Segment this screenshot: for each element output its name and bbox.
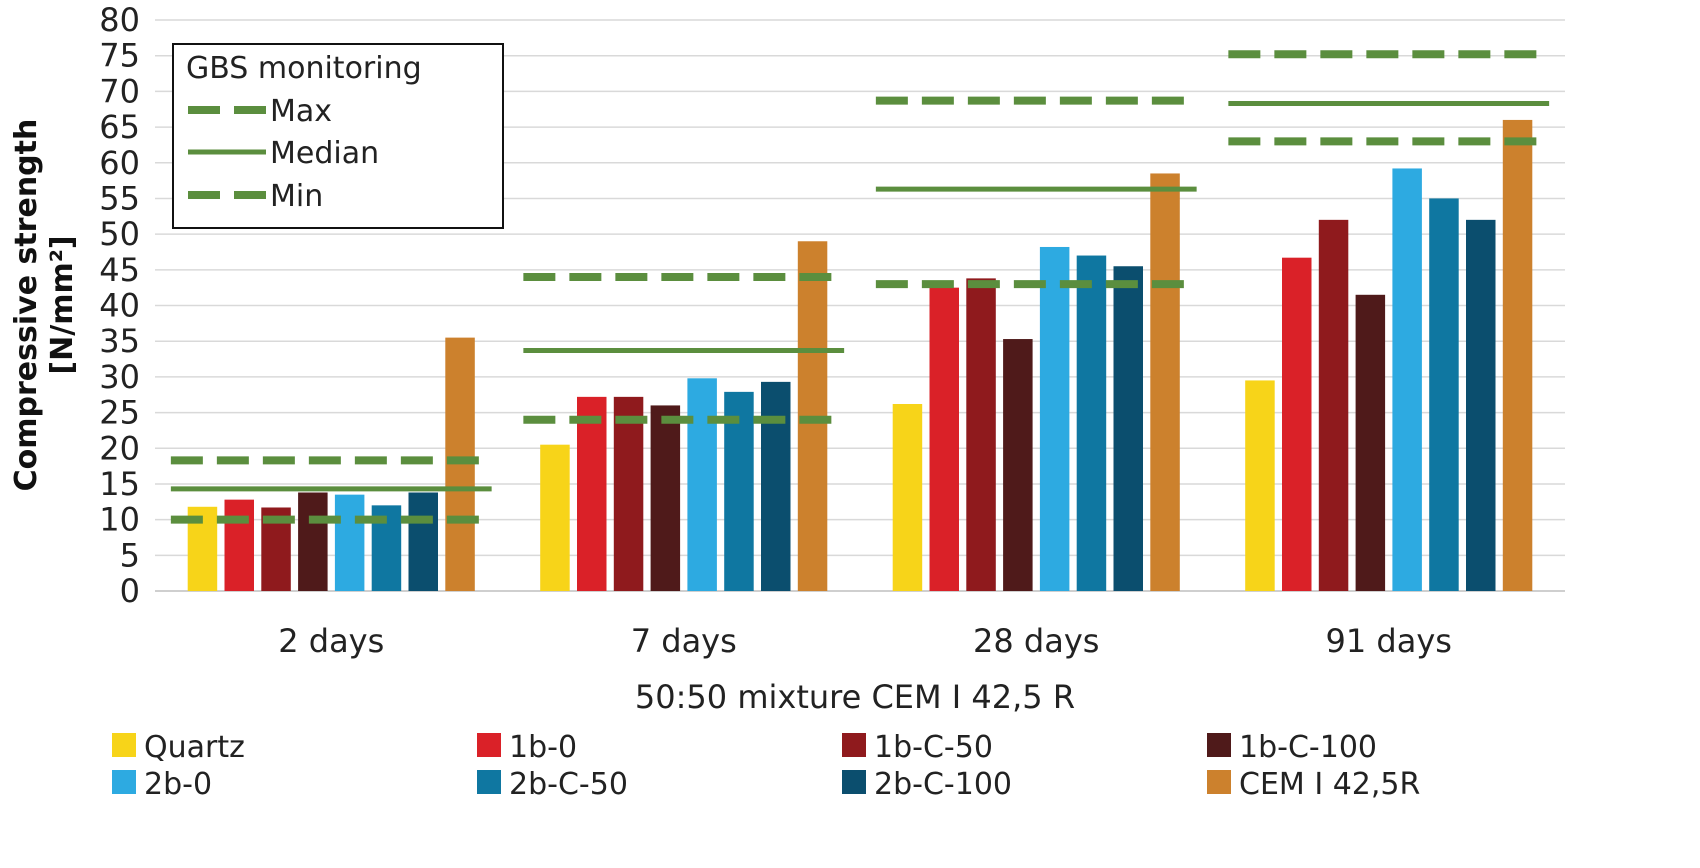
x-category-label: 91 days <box>1326 622 1452 660</box>
bar <box>224 499 254 591</box>
y-tick-label: 10 <box>99 501 140 539</box>
bar <box>1003 339 1033 591</box>
y-tick-label: 40 <box>99 287 140 325</box>
y-tick-label: 15 <box>99 465 140 503</box>
bar <box>1076 255 1107 591</box>
y-axis-label-line2: [N/mm²] <box>45 235 80 374</box>
y-tick-label: 50 <box>99 215 140 253</box>
legend-label: 2b-C-50 <box>509 767 628 802</box>
legend-swatch <box>842 770 866 794</box>
legend-swatch <box>1207 733 1231 757</box>
legend-swatch <box>477 770 501 794</box>
bar <box>1466 219 1496 591</box>
bar <box>1502 119 1533 592</box>
y-tick-label: 60 <box>99 144 140 182</box>
x-category-label: 28 days <box>973 622 1099 660</box>
monitoring-legend-title: GBS monitoring <box>186 51 422 86</box>
bar <box>540 444 570 591</box>
monitoring-median-label: Median <box>270 136 379 171</box>
legend-label: 2b-0 <box>144 767 212 802</box>
bar <box>1429 198 1459 591</box>
legend-swatch <box>112 733 136 757</box>
bar <box>892 403 923 591</box>
bar <box>650 405 681 591</box>
bar <box>1282 257 1312 591</box>
y-tick-label: 5 <box>120 536 140 574</box>
y-axis-label-line1: Compressive strength <box>9 119 44 492</box>
legend-label: 1b-C-50 <box>874 730 993 765</box>
y-tick-label: 75 <box>99 37 140 75</box>
x-category-label: 7 days <box>631 622 737 660</box>
bar <box>1150 173 1180 592</box>
bar <box>1392 168 1422 591</box>
y-tick-label: 65 <box>99 108 140 146</box>
x-axis-categories: 2 days 7 days 28 days 91 days <box>278 622 1452 660</box>
x-category-label: 2 days <box>278 622 384 660</box>
legend-label: 1b-0 <box>509 730 577 765</box>
bar <box>1039 246 1070 591</box>
y-tick-label: 35 <box>99 322 140 360</box>
y-tick-label: 70 <box>99 72 140 110</box>
bar <box>687 378 717 591</box>
bar <box>724 391 754 591</box>
y-tick-label: 30 <box>99 358 140 396</box>
legend-swatch <box>1207 770 1231 794</box>
series-legend: Quartz 1b-0 1b-C-50 1b-C-100 2b-0 2b-C-50 2b-C… <box>112 730 1420 802</box>
bar <box>577 396 607 591</box>
bar <box>1245 380 1275 591</box>
legend-swatch <box>112 770 136 794</box>
bar <box>1318 219 1349 591</box>
bar <box>966 278 996 591</box>
y-tick-label: 0 <box>120 572 140 610</box>
bar <box>298 492 328 591</box>
monitoring-lines <box>170 50 1550 524</box>
monitoring-max-label: Max <box>270 94 332 129</box>
legend-swatch <box>477 733 501 757</box>
bar <box>929 287 959 591</box>
bar <box>408 492 438 591</box>
y-tick-label: 55 <box>99 179 140 217</box>
bar <box>334 494 365 591</box>
y-tick-label: 45 <box>99 251 140 289</box>
monitoring-min-label: Min <box>270 179 323 214</box>
legend-label: 2b-C-100 <box>874 767 1012 802</box>
monitoring-legend-box: GBS monitoring Max Median Min <box>172 43 504 229</box>
y-tick-label: 20 <box>99 429 140 467</box>
bar <box>613 396 644 591</box>
bar <box>1355 294 1386 591</box>
legend-label: Quartz <box>144 730 245 765</box>
bar <box>761 381 791 591</box>
y-tick-label: 25 <box>99 394 140 432</box>
x-axis-label: 50:50 mixture CEM I 42,5 R <box>635 678 1075 716</box>
legend-label: CEM I 42,5R <box>1239 767 1420 802</box>
y-tick-label: 80 <box>99 1 140 39</box>
bar <box>1113 266 1143 591</box>
legend-swatch <box>842 733 866 757</box>
legend-label: 1b-C-100 <box>1239 730 1377 765</box>
